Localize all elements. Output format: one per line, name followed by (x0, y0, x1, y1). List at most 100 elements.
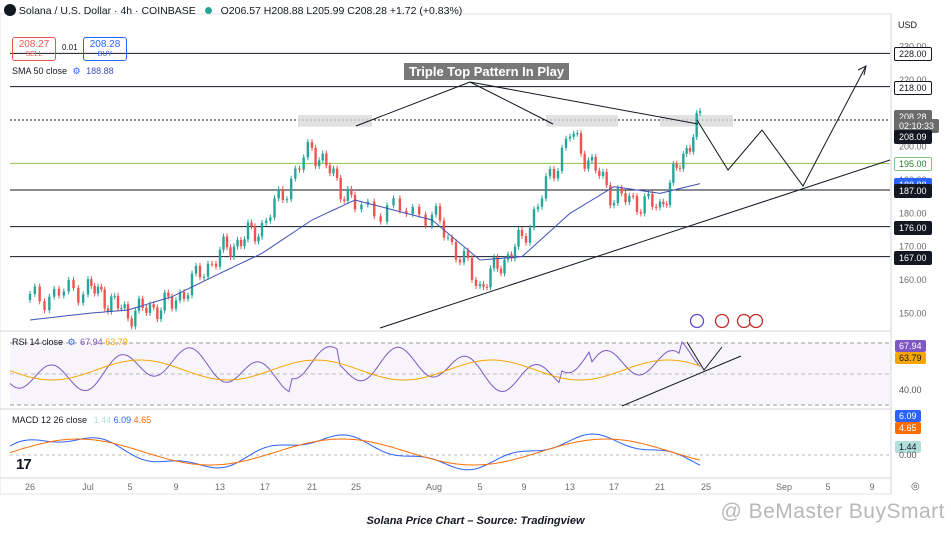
price-candle (517, 229, 520, 247)
price-candle (103, 289, 106, 309)
price-candle (628, 195, 631, 203)
price-candle (285, 199, 289, 201)
price-candle (442, 220, 446, 238)
price-candle (532, 209, 536, 228)
price-candle (332, 168, 335, 174)
price-candle (110, 296, 113, 312)
settings-icon[interactable]: ⚙ (67, 337, 76, 347)
price-candle (496, 257, 499, 269)
price-candle (310, 142, 314, 148)
price-candle (392, 198, 395, 206)
y-tick-label: 180.00 (899, 208, 927, 218)
price-candle (152, 304, 155, 308)
tradingview-logo[interactable]: 17 (16, 456, 32, 473)
price-candle (277, 189, 280, 199)
price-candle (232, 246, 236, 257)
price-candle (510, 254, 513, 259)
resistance-zone (298, 115, 372, 127)
price-candle (590, 156, 594, 161)
price-axis-tag: 187.00 (894, 184, 932, 198)
rsi-ma-tag: 63.79 (895, 352, 926, 364)
price-candle (485, 286, 489, 288)
price-candle (560, 147, 564, 171)
currency-label[interactable]: USD (898, 20, 918, 30)
x-tick-label: 17 (260, 482, 270, 492)
event-flag-icon[interactable] (748, 313, 764, 329)
price-candle (100, 286, 103, 290)
price-candle (218, 249, 222, 267)
price-candle (564, 138, 568, 148)
price-candle (222, 236, 225, 250)
price-axis-tag: 195.00 (894, 157, 932, 172)
price-candle (620, 188, 623, 194)
price-candle (568, 136, 572, 139)
price-candle (246, 222, 250, 240)
rsi-value: 67.94 (80, 337, 103, 347)
price-candle (654, 206, 658, 208)
rsi-ma-value: 63.79 (105, 337, 128, 347)
goto-realtime-icon[interactable]: ◎ (911, 481, 920, 492)
price-candle (81, 294, 85, 303)
sell-button[interactable]: 208.27 SELL (12, 37, 56, 61)
price-candle (540, 198, 544, 207)
price-candle (552, 168, 556, 179)
event-flag-icon[interactable] (736, 313, 752, 329)
pattern-annotation: Triple Top Pattern In Play (404, 63, 570, 80)
price-candle (90, 279, 93, 286)
macd-line-value: 6.09 (113, 415, 132, 425)
price-candle (210, 263, 214, 265)
watermark: @ BeMaster BuySmart (720, 500, 945, 523)
price-candle (148, 304, 152, 313)
price-candle (350, 188, 353, 195)
y-tick-label: 170.00 (899, 242, 927, 252)
price-candle (96, 286, 100, 294)
sma-value: 188.88 (86, 66, 114, 76)
rsi-label: RSI 14 close (12, 337, 64, 347)
price-candle (186, 295, 190, 299)
price-candle (346, 188, 350, 201)
y-tick-label: 230.00 (899, 42, 927, 52)
price-candle (360, 204, 363, 210)
event-flag-icon[interactable] (689, 313, 705, 329)
rsi-ma-line (9, 359, 701, 381)
price-candle (478, 284, 482, 286)
price-candle (482, 284, 485, 287)
price-axis-tag: 218.00 (894, 80, 932, 95)
price-candle (503, 259, 506, 274)
price-candle (446, 237, 450, 239)
macd-label: MACD 12 26 close (12, 415, 88, 425)
price-candle (38, 286, 41, 302)
price-candle (48, 296, 51, 311)
rsi-band (10, 343, 890, 405)
price-candle (62, 291, 66, 296)
price-candle (609, 185, 612, 206)
x-tick-label: 21 (655, 482, 665, 492)
sell-label: SELL (25, 51, 43, 58)
price-candle (190, 273, 194, 296)
x-tick-label: 9 (173, 482, 178, 492)
settings-icon[interactable]: ⚙ (72, 66, 81, 76)
price-candle (612, 202, 616, 206)
price-candle (474, 279, 478, 286)
price-candle (695, 113, 698, 138)
price-candle (134, 310, 137, 327)
price-candle (289, 178, 293, 200)
x-tick-label: 5 (127, 482, 132, 492)
price-candle (520, 229, 524, 236)
price-candle (513, 246, 517, 259)
price-candle (239, 239, 243, 247)
price-candle (156, 307, 159, 320)
price-candle (178, 292, 182, 301)
price-candle (145, 307, 148, 313)
macd-zero-tick: 0.00 (899, 450, 917, 460)
annotation-arrow (355, 81, 471, 127)
event-flag-icon[interactable] (714, 313, 730, 329)
sell-price: 208.27 (18, 39, 50, 50)
price-candle (385, 205, 389, 222)
price-candle (126, 304, 130, 319)
rsi-trendline (621, 355, 742, 407)
price-candle (306, 142, 310, 158)
price-candle (250, 222, 253, 227)
buy-button[interactable]: 208.28 BUY (83, 37, 127, 61)
